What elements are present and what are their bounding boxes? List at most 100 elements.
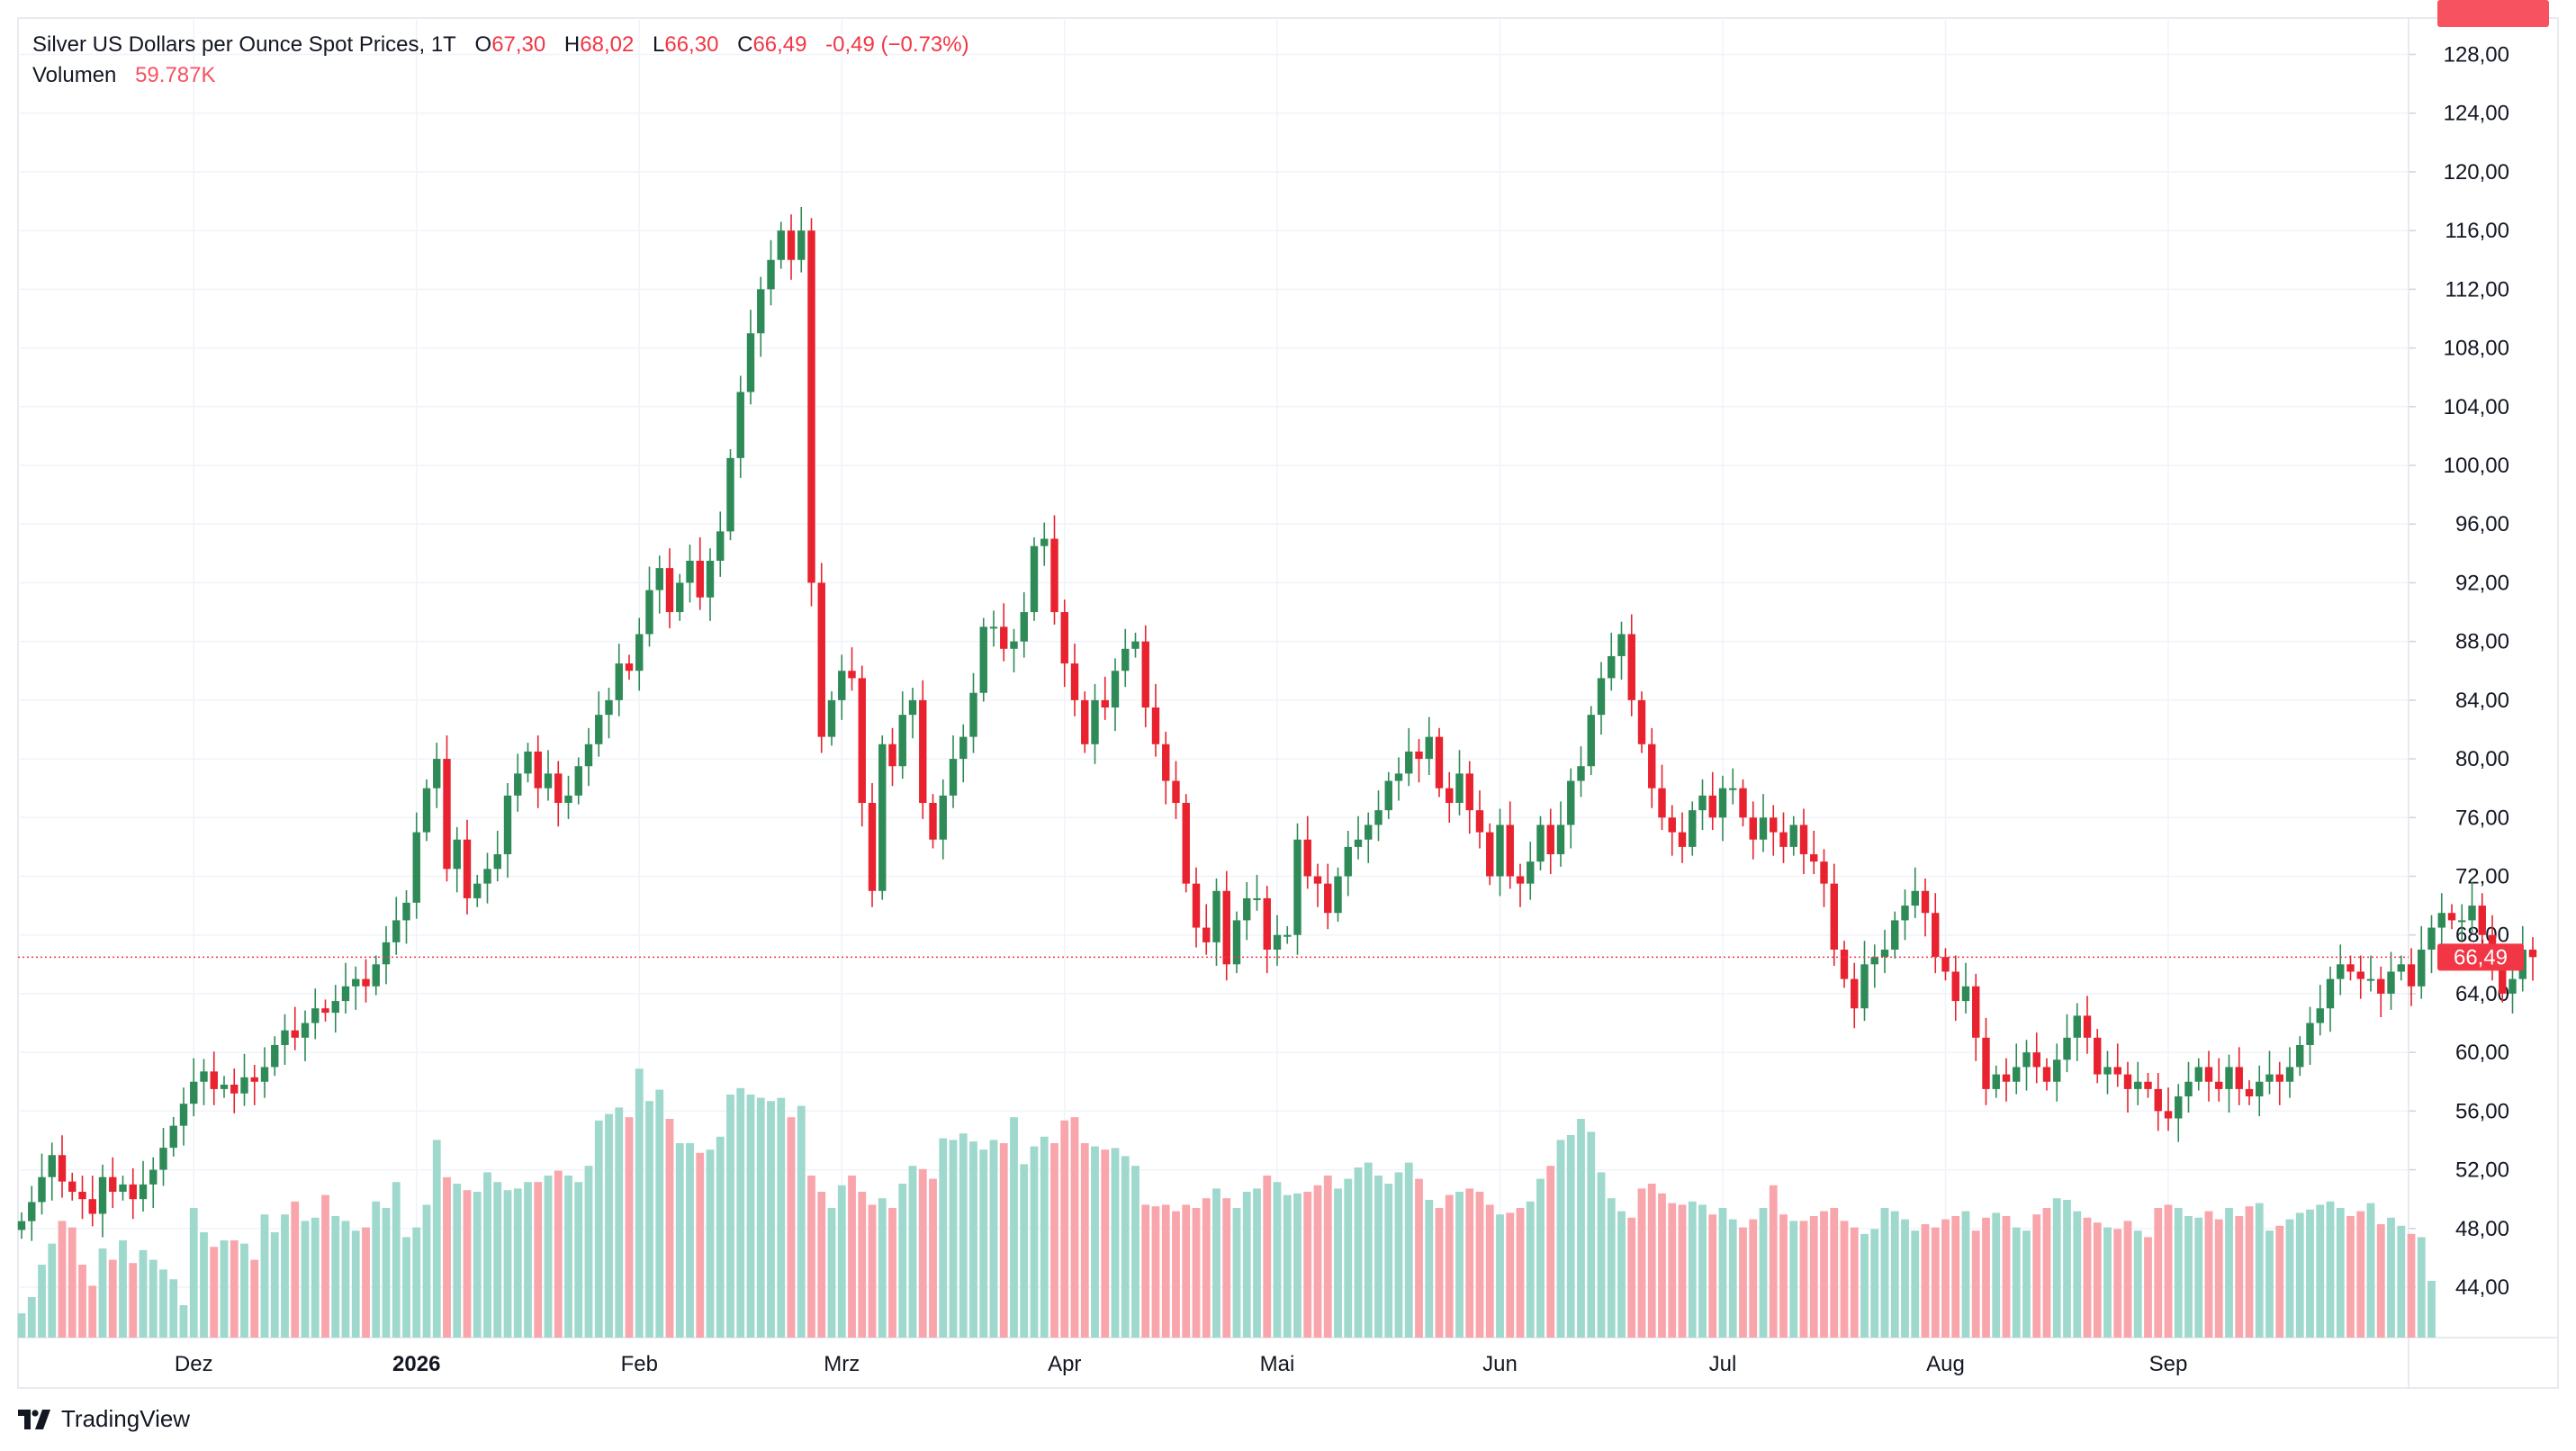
candle-body [2184,1081,2193,1097]
candle-body [767,259,775,290]
volume-bar [1728,1219,1737,1338]
volume-bar [574,1182,583,1338]
volume-bar [1030,1146,1039,1338]
volume-bar [1334,1188,1342,1338]
candle-body [483,869,491,884]
candle-body [1577,766,1585,781]
volume-bar [807,1176,815,1338]
candle-body [827,699,836,737]
volume-bar [2002,1216,2011,1338]
volume-bar [48,1243,57,1338]
volume-bar [777,1097,786,1338]
candle-body [1718,788,1727,818]
candle-body [200,1071,208,1082]
volume-bar [1445,1194,1454,1338]
candle-body [1961,986,1970,1002]
candle-body [1131,641,1139,649]
volume-bar [1627,1217,1636,1338]
candle-body [1779,832,1788,847]
volume-bar [787,1117,796,1338]
candle-body [595,715,603,744]
candle-body [1536,825,1545,862]
candle-body [2022,1052,2031,1068]
candle-body [1172,780,1180,803]
volume-bar [1182,1204,1191,1338]
volume-bar [584,1166,593,1338]
candle-body [2418,950,2426,987]
volume-bar [1607,1198,1616,1338]
candle-body [969,692,977,737]
tradingview-logo-icon [18,1409,50,1429]
volume-bar [1890,1211,1899,1338]
volume-bar [2093,1222,2102,1338]
candle-body [2387,971,2395,994]
y-tick-label: 120,00 [2444,160,2509,185]
volume-bar [1354,1167,1363,1338]
volume-bar [767,1101,775,1338]
candle-body [2194,1067,2202,1082]
candle-body [169,1125,177,1149]
volume-bar [169,1279,178,1338]
candle-body [1749,817,1757,840]
volume-bar [2336,1208,2345,1338]
volume-bar [270,1232,279,1338]
candle-body [959,736,968,760]
volume-bar [2387,1217,2395,1338]
candle-body [2134,1081,2142,1089]
candle-body [1192,883,1201,928]
candle-body [1050,538,1058,613]
candle-body [574,766,582,796]
candle-body [1770,817,1778,833]
volume-bar [422,1204,431,1338]
volume-bar [2032,1214,2041,1338]
candle-body [179,1104,188,1126]
candle-body [665,568,674,613]
candle-body [2175,1096,2183,1119]
candle-body [1202,927,1211,942]
candle-body [2154,1088,2162,1112]
volume-bar [696,1152,705,1338]
volume-bar [1647,1184,1656,1338]
candle-body [1313,876,1322,884]
candle-body [109,1176,117,1193]
volume-bar [1718,1208,1727,1338]
volume-bar [1323,1176,1332,1338]
candle-body [1162,744,1170,781]
y-tick-label: 128,00 [2444,43,2509,68]
volume-bar [1820,1211,1828,1338]
candle-body [635,634,644,671]
volume-bar [999,1143,1008,1338]
volume-bar [1010,1117,1018,1338]
volume-bar [1344,1178,1353,1338]
y-tick-label: 56,00 [2455,1099,2509,1123]
volume-bar [1637,1188,1646,1338]
volume-bar [1860,1233,1869,1338]
symbol-title: Silver US Dollars per Ounce Spot Prices,… [32,32,456,57]
candle-body [1101,699,1109,708]
candle-body [2245,1088,2254,1097]
candle-body [1324,883,1332,914]
candle-body [1739,788,1747,818]
candle-body [453,839,461,870]
volume-bar [2022,1230,2031,1338]
volume-bar [2154,1208,2163,1338]
candle-body [898,715,906,767]
candle-body [139,1184,148,1200]
candle-body [1405,751,1413,774]
candle-body [2032,1052,2040,1068]
y-tick-label: 104,00 [2444,395,2509,419]
candle-body [1830,883,1838,951]
tradingview-branding[interactable]: TradingView [18,1405,190,1433]
candle-body [321,1008,329,1014]
x-tick-label: Dez [175,1352,213,1376]
volume-bar [605,1113,613,1338]
volume-bar [554,1170,563,1338]
volume-bar [1151,1206,1160,1338]
candle-body [1222,890,1230,965]
candle-body [2013,1067,2021,1082]
volume-bar [1283,1194,1292,1338]
volume-tag-label: 59.787K [2453,0,2533,5]
candle-body [1759,817,1768,840]
volume-bar [726,1095,734,1338]
